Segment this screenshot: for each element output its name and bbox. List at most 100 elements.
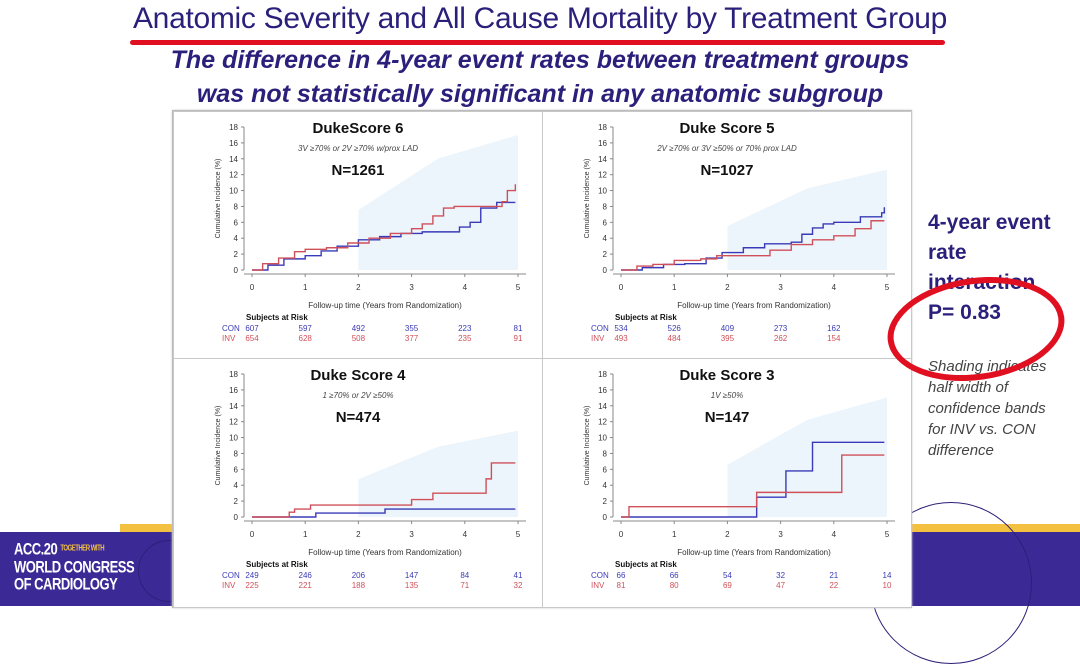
- risk-value: 91: [514, 334, 523, 343]
- note-line: half width of: [928, 379, 1009, 396]
- risk-value: 21: [829, 571, 838, 580]
- x-tick-label: 4: [463, 530, 468, 539]
- logo-line3: OF CARDIOLOGY: [14, 573, 118, 594]
- risk-table-header: Subjects at Risk: [615, 313, 677, 322]
- risk-value: 492: [352, 324, 366, 333]
- risk-row-label: INV: [591, 581, 605, 590]
- risk-row-label: CON: [591, 571, 609, 580]
- y-tick-label: 6: [603, 465, 608, 474]
- panel-title: DukeScore 6: [312, 120, 404, 137]
- risk-value: 526: [668, 324, 682, 333]
- note-line: for INV vs. CON: [928, 421, 1036, 438]
- acc20-logo: ACC.20 TOGETHER WITH WORLD CONGRESS OF C…: [14, 538, 135, 594]
- risk-value: 154: [827, 334, 841, 343]
- x-tick-label: 4: [832, 530, 837, 539]
- y-tick-label: 6: [234, 465, 239, 474]
- panel-title: Duke Score 5: [679, 120, 775, 137]
- y-tick-label: 14: [229, 402, 238, 411]
- y-tick-label: 6: [234, 218, 239, 227]
- interaction-p-value: P= 0.83: [928, 301, 1001, 324]
- note-line: confidence bands: [928, 400, 1046, 417]
- risk-value: 225: [245, 581, 259, 590]
- x-tick-label: 3: [409, 530, 414, 539]
- risk-value: 223: [458, 324, 472, 333]
- summary-line2: rate: [928, 241, 967, 264]
- x-tick-label: 3: [409, 283, 414, 292]
- risk-value: 80: [670, 581, 679, 590]
- y-tick-label: 12: [598, 171, 607, 180]
- panel-duke-score-6: DukeScore 6 3V ≥70% or 2V ≥70% w/prox LAD…: [173, 111, 543, 361]
- y-tick-label: 0: [603, 266, 608, 275]
- confidence-band: [727, 169, 887, 270]
- x-tick-label: 5: [516, 530, 521, 539]
- risk-value: 246: [299, 571, 313, 580]
- panel-duke-score-5: Duke Score 5 2V ≥70% or 3V ≥50% or 70% pr…: [542, 111, 912, 361]
- y-tick-label: 4: [603, 234, 608, 243]
- y-tick-label: 14: [598, 155, 607, 164]
- y-tick-label: 0: [603, 513, 608, 522]
- y-tick-label: 2: [603, 250, 608, 259]
- x-tick-label: 2: [725, 530, 730, 539]
- x-tick-label: 4: [832, 283, 837, 292]
- summary-line1: 4-year event: [928, 211, 1051, 234]
- risk-value: 147: [405, 571, 419, 580]
- panel-description: 3V ≥70% or 2V ≥70% w/prox LAD: [298, 144, 418, 153]
- y-tick-label: 16: [598, 386, 607, 395]
- x-tick-label: 2: [356, 283, 361, 292]
- risk-value: 54: [723, 571, 732, 580]
- risk-row-label: CON: [222, 324, 240, 333]
- risk-value: 235: [458, 334, 472, 343]
- km-curve-con: [252, 201, 516, 271]
- x-axis-label: Follow-up time (Years from Randomization…: [308, 301, 462, 310]
- risk-value: 628: [299, 334, 313, 343]
- logo-line1: ACC.20: [14, 538, 58, 559]
- risk-value: 135: [405, 581, 419, 590]
- y-tick-label: 6: [603, 218, 608, 227]
- risk-value: 81: [514, 324, 523, 333]
- risk-value: 10: [883, 581, 892, 590]
- panel-n-label: N=474: [335, 409, 381, 426]
- y-tick-label: 10: [229, 187, 238, 196]
- confidence-band: [727, 397, 887, 517]
- risk-value: 47: [776, 581, 785, 590]
- risk-table-header: Subjects at Risk: [246, 560, 308, 569]
- x-tick-label: 4: [463, 283, 468, 292]
- confidence-band: [358, 430, 518, 517]
- risk-value: 597: [299, 324, 313, 333]
- y-tick-label: 14: [229, 155, 238, 164]
- risk-value: 607: [245, 324, 259, 333]
- risk-value: 84: [460, 571, 469, 580]
- risk-value: 22: [829, 581, 838, 590]
- y-tick-label: 8: [234, 202, 239, 211]
- risk-value: 206: [352, 571, 366, 580]
- risk-value: 41: [514, 571, 523, 580]
- y-tick-label: 8: [603, 449, 608, 458]
- km-curve-inv: [621, 220, 885, 271]
- y-tick-label: 4: [234, 234, 239, 243]
- interaction-summary: 4-year event rate interaction P= 0.83: [928, 208, 1078, 328]
- panel-title: Duke Score 4: [310, 367, 406, 384]
- x-tick-label: 5: [516, 283, 521, 292]
- risk-table-header: Subjects at Risk: [615, 560, 677, 569]
- y-tick-label: 10: [598, 434, 607, 443]
- y-tick-label: 12: [229, 418, 238, 427]
- y-tick-label: 16: [229, 139, 238, 148]
- y-tick-label: 4: [234, 481, 239, 490]
- y-tick-label: 10: [229, 434, 238, 443]
- panel-title: Duke Score 3: [679, 367, 775, 384]
- panel-n-label: N=147: [704, 409, 750, 426]
- risk-value: 81: [617, 581, 626, 590]
- x-axis-label: Follow-up time (Years from Randomization…: [677, 301, 831, 310]
- risk-value: 66: [617, 571, 626, 580]
- risk-value: 162: [827, 324, 841, 333]
- y-axis-label: Cumulative Incidence (%): [584, 406, 591, 486]
- panel-n-label: N=1027: [700, 162, 754, 179]
- risk-row-label: INV: [222, 581, 236, 590]
- y-axis-label: Cumulative Incidence (%): [584, 159, 591, 239]
- risk-value: 409: [721, 324, 735, 333]
- logo-tag: TOGETHER WITH: [60, 545, 105, 554]
- risk-value: 508: [352, 334, 366, 343]
